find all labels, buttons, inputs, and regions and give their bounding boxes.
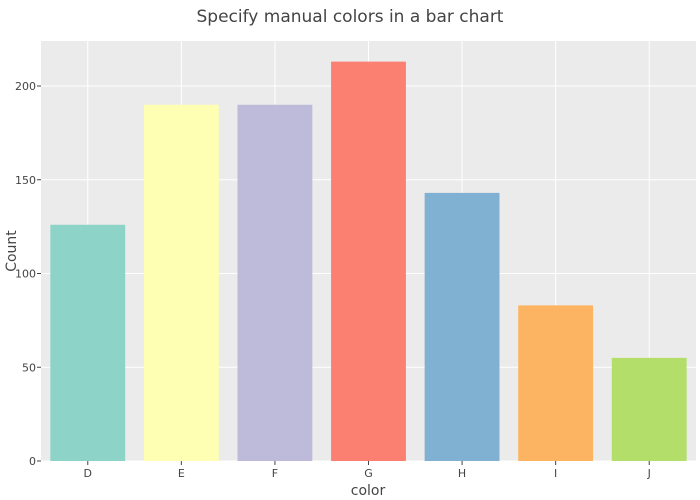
x-tick-label-G: G bbox=[364, 467, 373, 480]
y-axis-ticks: 0 50 100 150 200 bbox=[15, 80, 41, 468]
bar-D bbox=[50, 224, 126, 461]
y-tick-label: 100 bbox=[15, 268, 36, 281]
x-axis-title: color bbox=[351, 483, 386, 499]
x-tick-label-D: D bbox=[84, 467, 92, 480]
chart-title: Specify manual colors in a bar chart bbox=[197, 7, 504, 27]
x-tick-label-J: J bbox=[647, 467, 651, 480]
y-tick-label: 200 bbox=[15, 80, 36, 93]
x-axis-ticks: D E F G H I J bbox=[84, 461, 651, 480]
y-tick-label: 50 bbox=[22, 361, 36, 374]
y-tick-label: 0 bbox=[29, 455, 36, 468]
y-tick-label: 150 bbox=[15, 174, 36, 187]
bars bbox=[50, 61, 687, 461]
bar-E bbox=[143, 104, 219, 461]
bar-H bbox=[424, 192, 500, 461]
bar-G bbox=[331, 61, 406, 461]
y-axis-title: Count bbox=[4, 230, 20, 272]
bar-J bbox=[611, 357, 687, 461]
bar-F bbox=[237, 104, 313, 461]
x-tick-label-E: E bbox=[178, 467, 185, 480]
bar-I bbox=[518, 305, 594, 461]
x-tick-label-I: I bbox=[554, 467, 557, 480]
x-tick-label-F: F bbox=[272, 467, 278, 480]
x-tick-label-H: H bbox=[458, 467, 466, 480]
